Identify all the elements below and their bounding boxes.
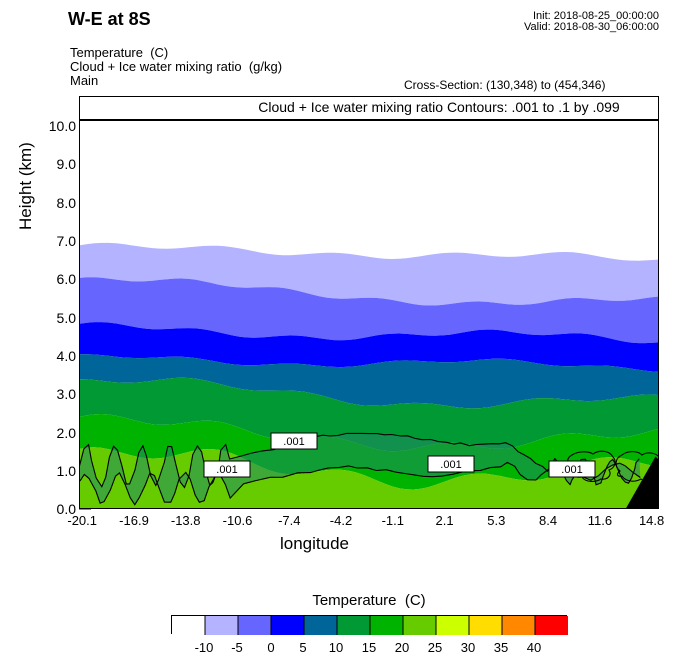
svg-text:.001: .001 [561, 464, 582, 476]
svg-text:.001: .001 [440, 459, 461, 471]
svg-text:.001: .001 [283, 436, 304, 448]
svg-text:.001: .001 [216, 464, 237, 476]
